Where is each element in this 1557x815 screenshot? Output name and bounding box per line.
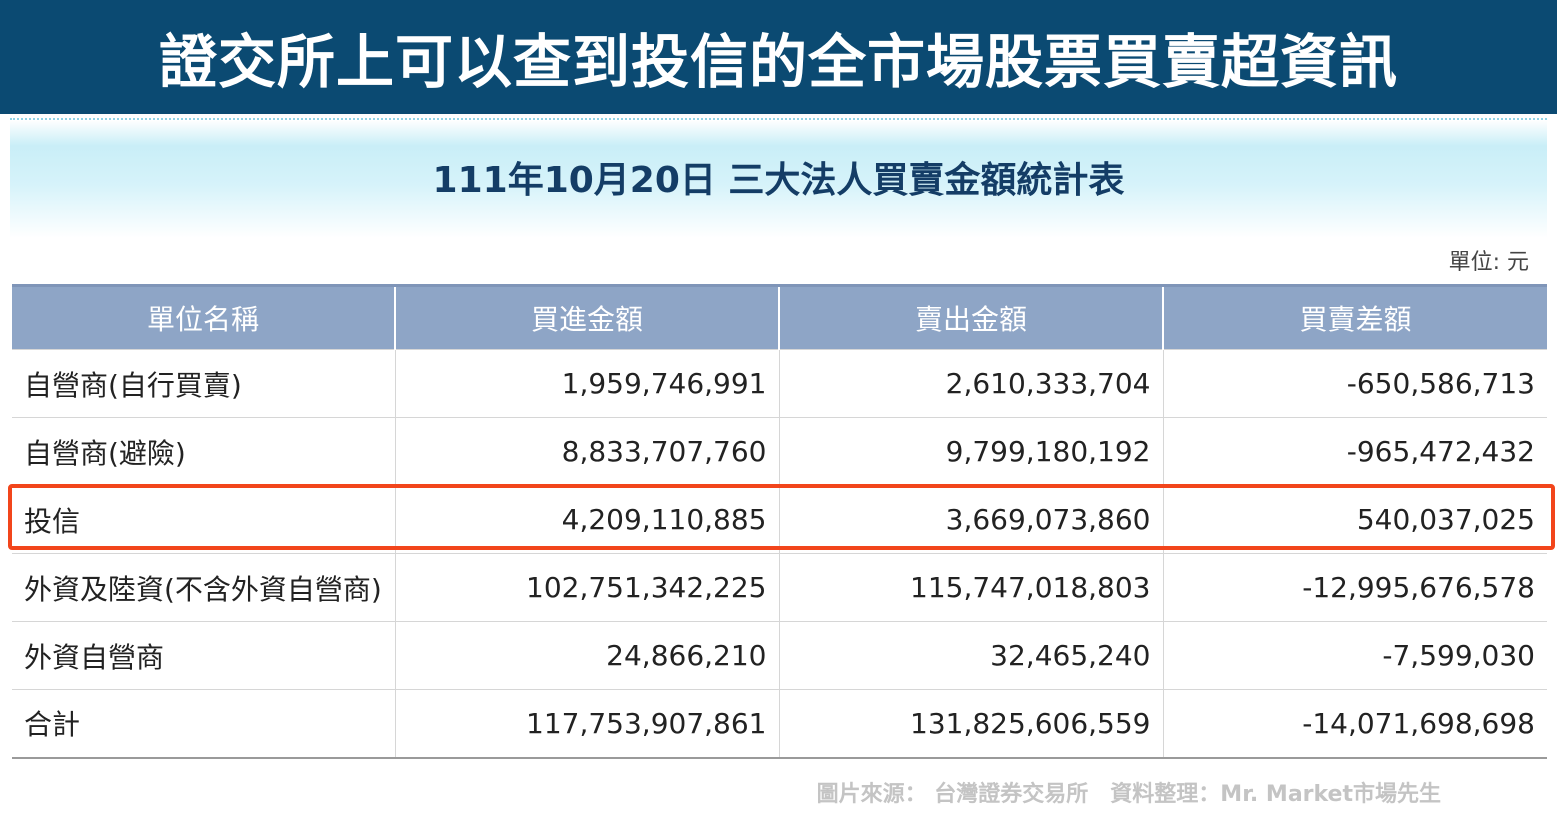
- row-sell: 131,825,606,559: [778, 689, 1163, 758]
- table-row-highlighted: 投信 4,209,110,885 3,669,073,860 540,037,0…: [12, 485, 1547, 554]
- row-diff: -7,599,030: [1162, 621, 1547, 690]
- table-row: 外資及陸資(不含外資自營商) 102,751,342,225 115,747,0…: [12, 553, 1547, 622]
- statistics-table: 單位名稱 買進金額 賣出金額 買賣差額 自營商(自行買賣) 1,959,746,…: [12, 284, 1547, 759]
- table-row: 外資自營商 24,866,210 32,465,240 -7,599,030: [12, 621, 1547, 690]
- row-name: 外資自營商: [12, 621, 395, 690]
- header-unit-name: 單位名稱: [12, 284, 395, 350]
- table-row: 自營商(避險) 8,833,707,760 9,799,180,192 -965…: [12, 417, 1547, 486]
- row-name: 合計: [12, 689, 395, 758]
- table-row-total: 合計 117,753,907,861 131,825,606,559 -14,0…: [12, 689, 1547, 758]
- row-sell: 32,465,240: [778, 621, 1163, 690]
- row-name: 投信: [12, 485, 395, 554]
- report-header: 111年10月20日 三大法人買賣金額統計表: [10, 118, 1547, 238]
- row-diff: -965,472,432: [1162, 417, 1547, 486]
- row-diff: -650,586,713: [1162, 349, 1547, 418]
- unit-note: 單位: 元: [1448, 250, 1529, 275]
- row-buy: 117,753,907,861: [394, 689, 779, 758]
- row-buy: 24,866,210: [394, 621, 779, 690]
- source-note: 圖片來源： 台灣證券交易所 資料整理：Mr. Market市場先生: [816, 782, 1441, 807]
- row-sell: 115,747,018,803: [778, 553, 1163, 622]
- row-diff: 540,037,025: [1162, 485, 1547, 554]
- header-sell-amount: 賣出金額: [778, 284, 1163, 350]
- table-header-row: 單位名稱 買進金額 賣出金額 買賣差額: [12, 284, 1547, 350]
- row-sell: 9,799,180,192: [778, 417, 1163, 486]
- row-diff: -12,995,676,578: [1162, 553, 1547, 622]
- row-name: 外資及陸資(不含外資自營商): [12, 553, 395, 622]
- header-difference: 買賣差額: [1162, 284, 1547, 350]
- row-name: 自營商(避險): [12, 417, 395, 486]
- banner-title: 證交所上可以查到投信的全市場股票買賣超資訊: [158, 28, 1398, 96]
- row-buy: 4,209,110,885: [394, 485, 779, 554]
- title-banner: 證交所上可以查到投信的全市場股票買賣超資訊: [0, 0, 1557, 114]
- row-name: 自營商(自行買賣): [12, 349, 395, 418]
- row-diff: -14,071,698,698: [1162, 689, 1547, 758]
- row-buy: 102,751,342,225: [394, 553, 779, 622]
- row-sell: 3,669,073,860: [778, 485, 1163, 554]
- row-buy: 8,833,707,760: [394, 417, 779, 486]
- row-sell: 2,610,333,704: [778, 349, 1163, 418]
- table-row: 自營商(自行買賣) 1,959,746,991 2,610,333,704 -6…: [12, 349, 1547, 418]
- row-buy: 1,959,746,991: [394, 349, 779, 418]
- report-title: 111年10月20日 三大法人買賣金額統計表: [432, 160, 1125, 201]
- header-buy-amount: 買進金額: [394, 284, 779, 350]
